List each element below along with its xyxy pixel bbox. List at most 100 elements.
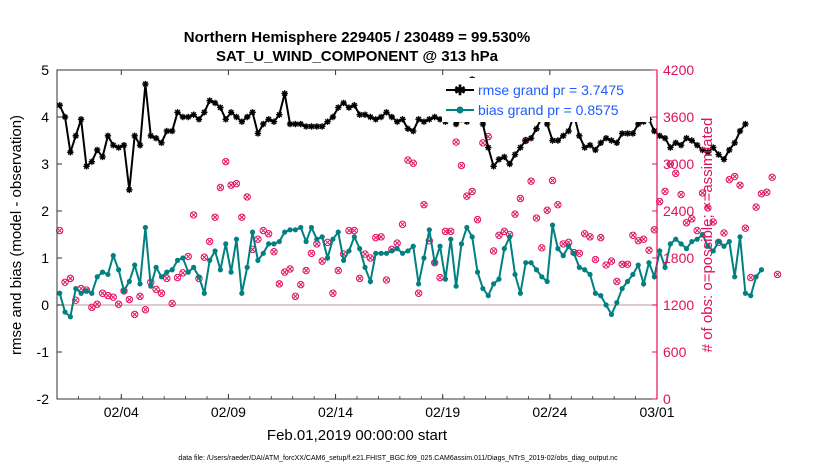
bias-point <box>635 262 641 268</box>
bias-point <box>351 234 357 240</box>
bias-point <box>555 246 561 252</box>
rmse-point-star <box>651 127 658 135</box>
legend-bias-marker <box>456 106 464 114</box>
rmse-point-star <box>147 132 154 139</box>
obs-point-circle <box>420 201 428 209</box>
obs-point-cross <box>737 182 743 188</box>
rmse-point <box>88 158 96 165</box>
obs-point-circle <box>613 277 621 286</box>
rmse-point <box>265 116 272 123</box>
rmse-point <box>736 127 744 135</box>
rmse-point-star <box>693 142 701 149</box>
bias-point <box>191 264 197 270</box>
rmse-point-star <box>136 142 144 149</box>
rmse-point <box>104 132 112 139</box>
obs-point <box>682 219 691 227</box>
bias-point <box>271 241 277 247</box>
rmse-point-star <box>431 113 438 121</box>
obs-point-circle <box>163 274 171 283</box>
rmse-point-star <box>549 137 556 144</box>
obs-point <box>136 292 144 301</box>
obs-point-cross <box>775 272 780 277</box>
rmse-point-star <box>404 125 412 132</box>
bias-point <box>410 243 416 249</box>
obs-point-cross <box>764 189 770 195</box>
bias-point <box>394 246 400 252</box>
rmse-point <box>490 163 497 170</box>
obs-point <box>463 192 471 200</box>
rmse-point-star <box>576 132 583 139</box>
rmse-point-star <box>243 113 251 121</box>
x-tick-label: 03/01 <box>639 404 674 420</box>
rmse-point-star <box>436 116 444 123</box>
bias-point <box>705 243 711 249</box>
obs-point-cross <box>453 139 459 145</box>
obs-point <box>704 204 712 212</box>
obs-point-cross <box>201 254 207 260</box>
rmse-point <box>190 111 197 118</box>
bias-point <box>303 238 309 245</box>
obs-point-cross <box>769 174 775 180</box>
rmse-point-star <box>131 132 138 139</box>
obs-point-circle <box>639 235 648 243</box>
bias-point <box>587 271 593 278</box>
bias-point <box>432 260 438 266</box>
rmse-point <box>431 113 438 121</box>
rmse-point-star <box>720 156 728 163</box>
obs-point-circle <box>436 273 444 282</box>
bias-point <box>667 241 673 247</box>
obs-point-cross <box>646 247 652 253</box>
bias-point <box>523 260 529 266</box>
obs-point <box>489 247 498 255</box>
obs-point-circle <box>173 273 182 282</box>
rmse-point-star <box>61 113 69 121</box>
y-right-tick-label: 1200 <box>663 297 694 313</box>
obs-point <box>61 278 69 286</box>
rmse-point <box>254 130 262 137</box>
rmse-point <box>527 134 535 142</box>
bias-point <box>426 227 432 233</box>
rmse-point-star <box>495 156 503 163</box>
rmse-point <box>286 120 294 128</box>
rmse-point-star <box>731 139 738 147</box>
obs-point-cross <box>657 199 663 204</box>
y-axis-label-left: rmse and bias (model - observation) <box>8 115 25 355</box>
bias-point <box>89 290 95 296</box>
obs-point <box>661 187 669 196</box>
bias-point <box>683 246 690 252</box>
rmse-point-star <box>624 130 631 137</box>
bias-point <box>619 285 625 292</box>
obs-point <box>366 254 375 262</box>
bias-point <box>158 274 165 280</box>
bias-point <box>378 250 384 256</box>
obs-point <box>447 227 455 236</box>
obs-point-cross <box>421 202 427 208</box>
rmse-point <box>329 113 337 121</box>
obs-point-circle <box>629 231 637 239</box>
obs-point-cross <box>732 174 738 179</box>
obs-point-cross <box>748 275 754 280</box>
bias-point <box>512 271 518 278</box>
obs-point <box>768 173 776 182</box>
obs-point-cross <box>405 157 411 163</box>
rmse-point <box>656 132 663 139</box>
obs-point-cross <box>710 219 716 225</box>
bias-point <box>319 234 325 240</box>
obs-point <box>441 227 450 236</box>
obs-point <box>554 201 562 209</box>
rmse-point-star <box>726 146 733 154</box>
rmse-point <box>163 127 171 135</box>
obs-point-cross <box>319 258 325 264</box>
rmse-point <box>597 139 604 147</box>
obs-point-cross <box>100 290 105 296</box>
obs-point-circle <box>543 206 551 214</box>
obs-point <box>527 177 535 185</box>
obs-point <box>736 181 744 189</box>
obs-point-circle <box>672 169 680 178</box>
obs-point-circle <box>618 260 626 268</box>
obs-point-cross <box>469 189 475 194</box>
bias-point <box>132 262 138 268</box>
rmse-point-star <box>372 116 379 123</box>
obs-point-circle <box>264 230 273 238</box>
